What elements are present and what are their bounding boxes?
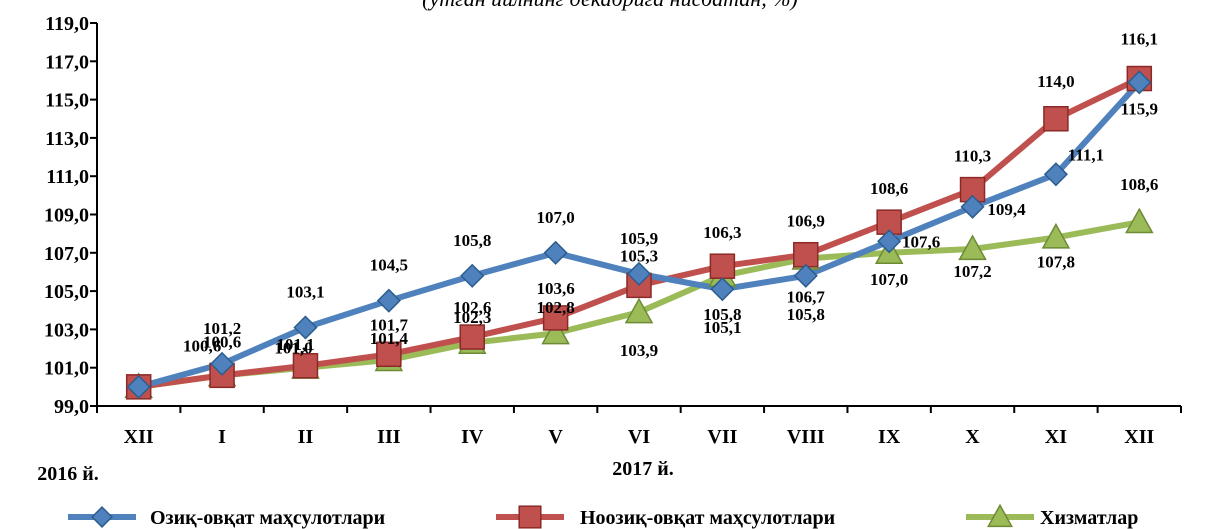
- data-label-services: 102,3: [453, 308, 491, 327]
- data-label-food: 101,2: [203, 319, 241, 338]
- legend-marker-nonfood: [518, 505, 542, 529]
- y-tick-label: 117,0: [45, 51, 89, 73]
- data-label-nonfood: 114,0: [1037, 72, 1074, 91]
- data-label-food: 105,8: [787, 305, 825, 324]
- data-label-food: 105,9: [620, 229, 658, 248]
- data-label-services: 108,6: [1120, 175, 1158, 194]
- data-label-food: 107,0: [536, 208, 574, 227]
- point-food: [1127, 70, 1152, 95]
- data-label-food: 104,5: [370, 256, 408, 275]
- legend: Озиқ-овқат маҳсулотлари Ноозиқ-овқат маҳс…: [68, 503, 1138, 529]
- y-tick-label: 103,0: [44, 319, 89, 341]
- point-services: [1041, 222, 1071, 249]
- legend-label-nonfood: Ноозиқ-овқат маҳсулотлари: [580, 507, 835, 529]
- point-food: [210, 351, 235, 376]
- data-label-services: 101,4: [370, 329, 409, 348]
- y-tick-label: 99,0: [54, 396, 89, 418]
- data-labels: 101,2103,1104,5105,8107,0105,9105,1105,8…: [183, 30, 1158, 361]
- point-nonfood: [542, 305, 569, 331]
- axes: 99,0 101,0 103,0 105,0 107,0 109,0 111,0 113,0 1…: [44, 13, 1182, 448]
- point-food: [376, 288, 401, 313]
- y-tick-label: 119,0: [45, 13, 89, 35]
- data-label-nonfood: 110,3: [954, 147, 991, 166]
- data-label-nonfood: 103,6: [536, 279, 574, 298]
- point-food: [543, 240, 568, 265]
- y-tick-label: 109,0: [44, 205, 89, 227]
- x-tick-label: V: [548, 426, 563, 448]
- x-tick-label: XI: [1045, 426, 1067, 448]
- point-services: [1125, 207, 1154, 234]
- data-label-nonfood: 100,6: [203, 332, 241, 351]
- data-label-services: 106,7: [787, 288, 826, 307]
- point-nonfood: [459, 324, 485, 350]
- x-tick-label: X: [965, 426, 980, 448]
- point-services: [958, 234, 987, 261]
- data-label-food: 115,9: [1121, 99, 1158, 118]
- data-label-nonfood: 101,7: [370, 315, 409, 334]
- y-tick-label: 111,0: [46, 166, 89, 188]
- y-tick-label: 105,0: [44, 281, 89, 303]
- chart-subtitle: (ўтган йилнинг декабрига нисбатан, %): [422, 0, 798, 11]
- point-food: [960, 194, 985, 219]
- x-tick-label: VIII: [787, 426, 825, 448]
- data-label-food: 105,8: [453, 231, 491, 250]
- data-label-services: 103,9: [620, 341, 658, 360]
- y-tick-label: 113,0: [45, 128, 89, 150]
- data-label-services: 101,0: [274, 339, 312, 358]
- data-label-food: 105,1: [703, 318, 741, 337]
- point-nonfood: [1043, 106, 1069, 132]
- data-label-nonfood: 102,6: [453, 298, 491, 317]
- data-label-nonfood: 108,6: [870, 179, 908, 198]
- point-food: [877, 229, 902, 254]
- data-label-food: 109,4: [987, 200, 1026, 219]
- series-layer: [124, 65, 1154, 400]
- x-tick-label: VII: [707, 426, 737, 448]
- point-food: [793, 263, 818, 288]
- data-label-nonfood: 106,9: [787, 212, 825, 231]
- y-tick-label: 115,0: [45, 90, 89, 112]
- x-tick-label: IV: [461, 426, 484, 448]
- legend-label-food: Озиқ-овқат маҳсулотлари: [150, 507, 385, 529]
- year-label-2017: 2017 й.: [612, 458, 674, 480]
- point-nonfood: [793, 241, 819, 268]
- legend-marker-services: [987, 503, 1013, 528]
- point-food: [460, 263, 485, 288]
- point-food: [126, 374, 151, 399]
- x-tick-label: IX: [878, 426, 901, 448]
- y-tick-label: 107,0: [44, 243, 89, 265]
- y-tick-label: 101,0: [44, 358, 89, 380]
- data-label-services: 107,8: [1037, 252, 1075, 271]
- data-label-nonfood: 116,1: [1121, 30, 1158, 49]
- point-food: [626, 261, 652, 286]
- legend-label-services: Хизматлар: [1040, 507, 1138, 529]
- x-tick-label: II: [298, 426, 314, 448]
- data-label-food: 107,6: [902, 232, 940, 251]
- data-label-services: 102,8: [536, 298, 574, 317]
- point-food: [1043, 162, 1068, 187]
- data-label-nonfood: 101,1: [276, 335, 314, 354]
- data-label-services: 107,0: [870, 270, 908, 289]
- point-food: [710, 277, 735, 302]
- data-label-services: 105,8: [703, 305, 741, 324]
- x-tick-label: III: [377, 426, 401, 448]
- data-label-services: 107,2: [953, 262, 991, 281]
- point-nonfood: [292, 353, 319, 379]
- point-services: [624, 297, 654, 324]
- point-services: [541, 318, 570, 345]
- data-label-food: 111,1: [1068, 145, 1104, 164]
- point-nonfood: [376, 341, 402, 368]
- x-tick-label: XII: [124, 426, 154, 448]
- x-tick-label: VI: [628, 426, 650, 448]
- data-label-services: 100,6: [183, 336, 221, 355]
- data-label-nonfood: 105,3: [620, 246, 658, 265]
- point-food: [293, 315, 318, 340]
- point-nonfood: [709, 253, 736, 279]
- data-label-nonfood: 106,3: [703, 223, 741, 242]
- x-tick-label: XII: [1124, 426, 1154, 448]
- data-label-food: 103,1: [286, 282, 324, 301]
- year-label-2016: 2016 й.: [37, 463, 99, 485]
- x-tick-label: I: [218, 426, 226, 448]
- legend-marker-food: [91, 506, 113, 528]
